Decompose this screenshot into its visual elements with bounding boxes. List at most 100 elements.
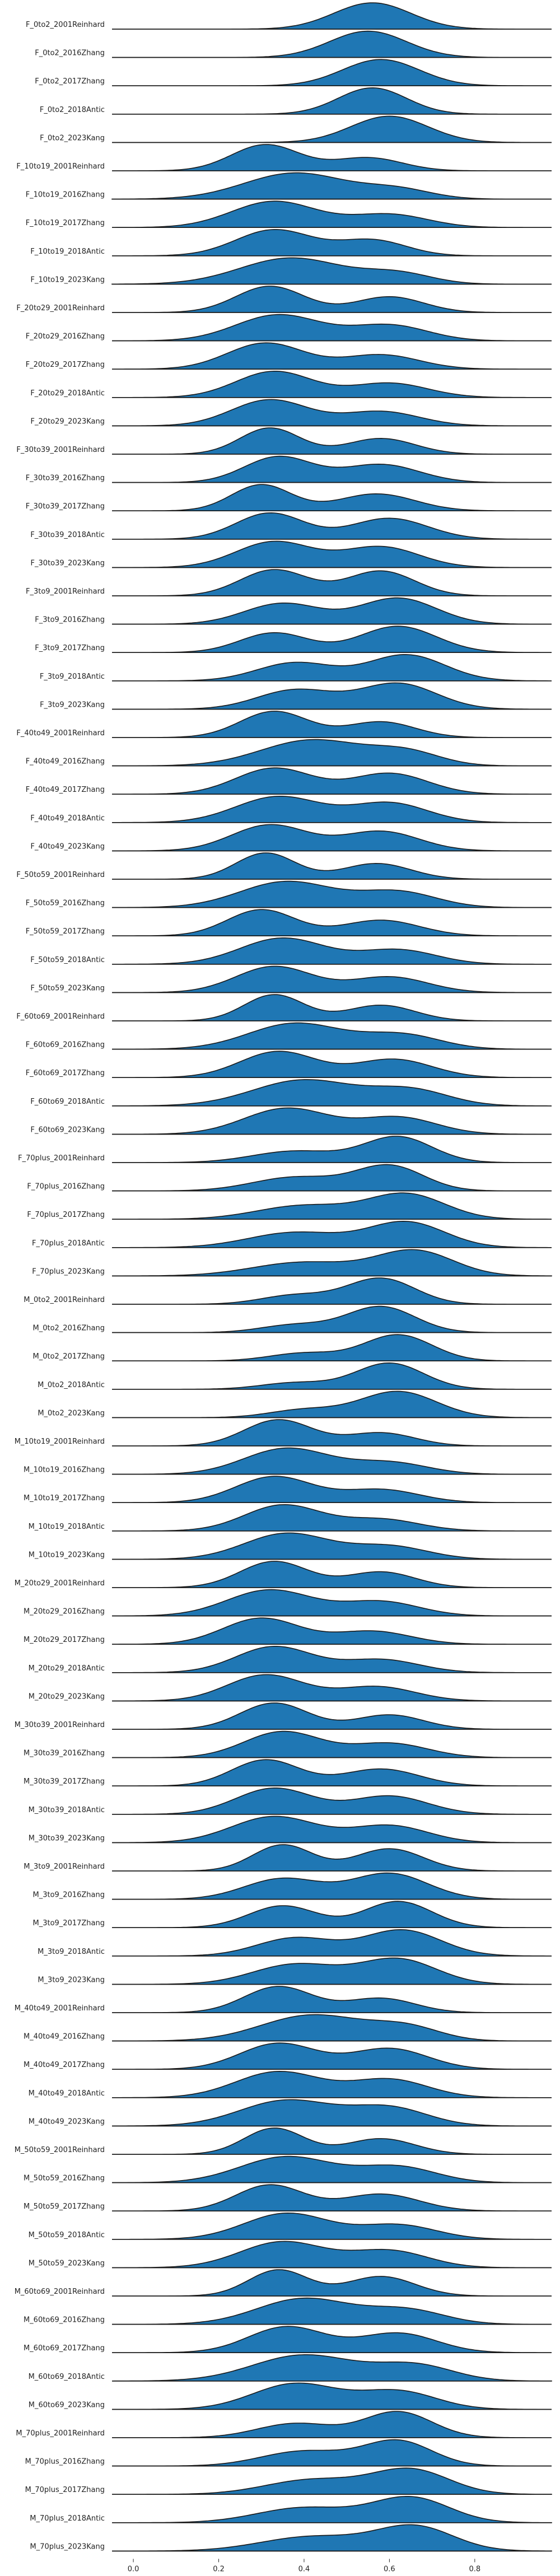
ridge-area bbox=[112, 455, 552, 483]
ridge-area bbox=[112, 2524, 552, 2552]
ridge-area bbox=[112, 1305, 552, 1333]
row-label: M_70plus_2018Antic bbox=[30, 2514, 105, 2523]
row-label: M_50to59_2018Antic bbox=[29, 2231, 105, 2239]
row-label: F_40to49_2017Zhang bbox=[26, 786, 105, 794]
row-label: M_3to9_2016Zhang bbox=[33, 1891, 105, 1900]
ridge-row bbox=[111, 1079, 552, 1107]
x-tick-label: 0.0 bbox=[128, 2565, 139, 2573]
ridge-row bbox=[112, 852, 552, 880]
row-label: M_30to39_2001Reinhard bbox=[15, 1721, 105, 1729]
row-label: F_10to19_2023Kang bbox=[31, 276, 105, 284]
ridge-row bbox=[112, 1646, 552, 1673]
row-label: M_70plus_2016Zhang bbox=[25, 2458, 105, 2466]
ridge-area bbox=[112, 399, 552, 427]
ridge-area bbox=[112, 2439, 552, 2467]
row-label: M_60to69_2023Kang bbox=[29, 2401, 105, 2409]
row-label: F_60to69_2016Zhang bbox=[26, 1041, 105, 1049]
ridge-area bbox=[112, 711, 552, 738]
ridge-row bbox=[112, 2524, 552, 2552]
ridge-row bbox=[112, 2070, 552, 2098]
ridge-area bbox=[111, 880, 552, 908]
ridge-row bbox=[112, 1957, 552, 1985]
ridge-area bbox=[112, 1249, 552, 1277]
ridge-row bbox=[112, 2467, 552, 2495]
ridge-area bbox=[111, 2354, 552, 2382]
ridge-area bbox=[111, 1589, 552, 1617]
ridge-row bbox=[112, 2269, 552, 2297]
ridge-row bbox=[112, 229, 552, 256]
ridge-row bbox=[112, 2, 552, 30]
ridge-area bbox=[112, 1872, 552, 1900]
ridge-row bbox=[112, 1334, 552, 1361]
ridge-row bbox=[112, 1277, 552, 1305]
row-label: F_20to29_2023Kang bbox=[31, 417, 105, 426]
ridge-area bbox=[112, 1362, 552, 1390]
ridge-row bbox=[112, 1136, 552, 1163]
row-label: M_10to19_2018Antic bbox=[29, 1523, 105, 1531]
row-label: F_30to39_2017Zhang bbox=[26, 502, 105, 511]
ridge-row bbox=[112, 2127, 552, 2155]
row-label: F_50to59_2018Antic bbox=[30, 956, 105, 964]
ridge-area bbox=[112, 144, 552, 171]
row-label: F_20to29_2001Reinhard bbox=[16, 304, 105, 312]
ridge-row bbox=[112, 1192, 552, 1220]
ridge-row bbox=[112, 512, 552, 540]
ridge-row bbox=[112, 2184, 552, 2211]
ridge-row bbox=[112, 1844, 552, 1872]
row-label: F_70plus_2017Zhang bbox=[27, 1211, 105, 1219]
row-label: M_50to59_2001Reinhard bbox=[15, 2146, 105, 2154]
ridge-area bbox=[111, 172, 552, 200]
ridge-row bbox=[112, 2014, 552, 2042]
ridge-row bbox=[112, 455, 552, 483]
ridge-area bbox=[112, 1504, 552, 1532]
ridge-area bbox=[112, 1334, 552, 1361]
ridge-row bbox=[112, 59, 552, 86]
row-label: M_0to2_2017Zhang bbox=[33, 1352, 105, 1361]
row-label: M_20to29_2023Kang bbox=[29, 1692, 105, 1701]
ridge-row bbox=[111, 880, 552, 908]
ridge-row bbox=[112, 1872, 552, 1900]
row-label: F_60to69_2023Kang bbox=[31, 1126, 105, 1134]
ridge-area bbox=[111, 2099, 552, 2127]
ridge-row bbox=[111, 2099, 552, 2127]
ridge-row bbox=[112, 626, 552, 653]
ridge-area bbox=[112, 1617, 552, 1645]
ridge-area bbox=[112, 682, 552, 710]
ridge-area bbox=[112, 512, 552, 540]
row-label: M_10to19_2001Reinhard bbox=[15, 1438, 105, 1446]
row-label: M_10to19_2023Kang bbox=[29, 1551, 105, 1559]
ridge-row bbox=[112, 597, 552, 625]
ridge-area bbox=[112, 30, 552, 58]
ridge-area bbox=[111, 1079, 552, 1107]
row-label: M_70plus_2001Reinhard bbox=[16, 2429, 105, 2438]
ridge-area bbox=[112, 569, 552, 596]
ridge-row bbox=[112, 2382, 552, 2410]
row-label: M_20to29_2017Zhang bbox=[24, 1636, 105, 1644]
row-label: M_30to39_2023Kang bbox=[29, 1834, 105, 1842]
ridge-row bbox=[112, 1929, 552, 1957]
ridge-row bbox=[112, 1617, 552, 1645]
row-label: F_30to39_2016Zhang bbox=[26, 474, 105, 483]
ridge-area bbox=[112, 1476, 552, 1503]
ridge-area bbox=[112, 1220, 552, 1248]
row-label: F_70plus_2001Reinhard bbox=[18, 1154, 105, 1163]
row-label: F_40to49_2023Kang bbox=[31, 842, 105, 851]
ridge-area bbox=[112, 1929, 552, 1957]
row-label: M_30to39_2017Zhang bbox=[24, 1777, 105, 1786]
ridge-area bbox=[112, 1447, 552, 1475]
row-label: F_70plus_2016Zhang bbox=[27, 1183, 105, 1191]
ridge-row bbox=[112, 342, 552, 370]
ridge-area bbox=[112, 1022, 552, 1050]
row-label: F_50to59_2023Kang bbox=[31, 984, 105, 992]
x-tick-label: 0.2 bbox=[213, 2565, 225, 2573]
row-label: F_3to9_2016Zhang bbox=[35, 616, 105, 624]
ridge-row bbox=[112, 371, 552, 398]
ridge-area bbox=[112, 994, 552, 1021]
ridge-row bbox=[112, 144, 552, 171]
ridge-area bbox=[112, 2496, 552, 2523]
ridge-row bbox=[112, 1164, 552, 1192]
ridge-area bbox=[112, 427, 552, 455]
ridge-area bbox=[112, 2014, 552, 2042]
row-label: F_30to39_2023Kang bbox=[31, 559, 105, 567]
